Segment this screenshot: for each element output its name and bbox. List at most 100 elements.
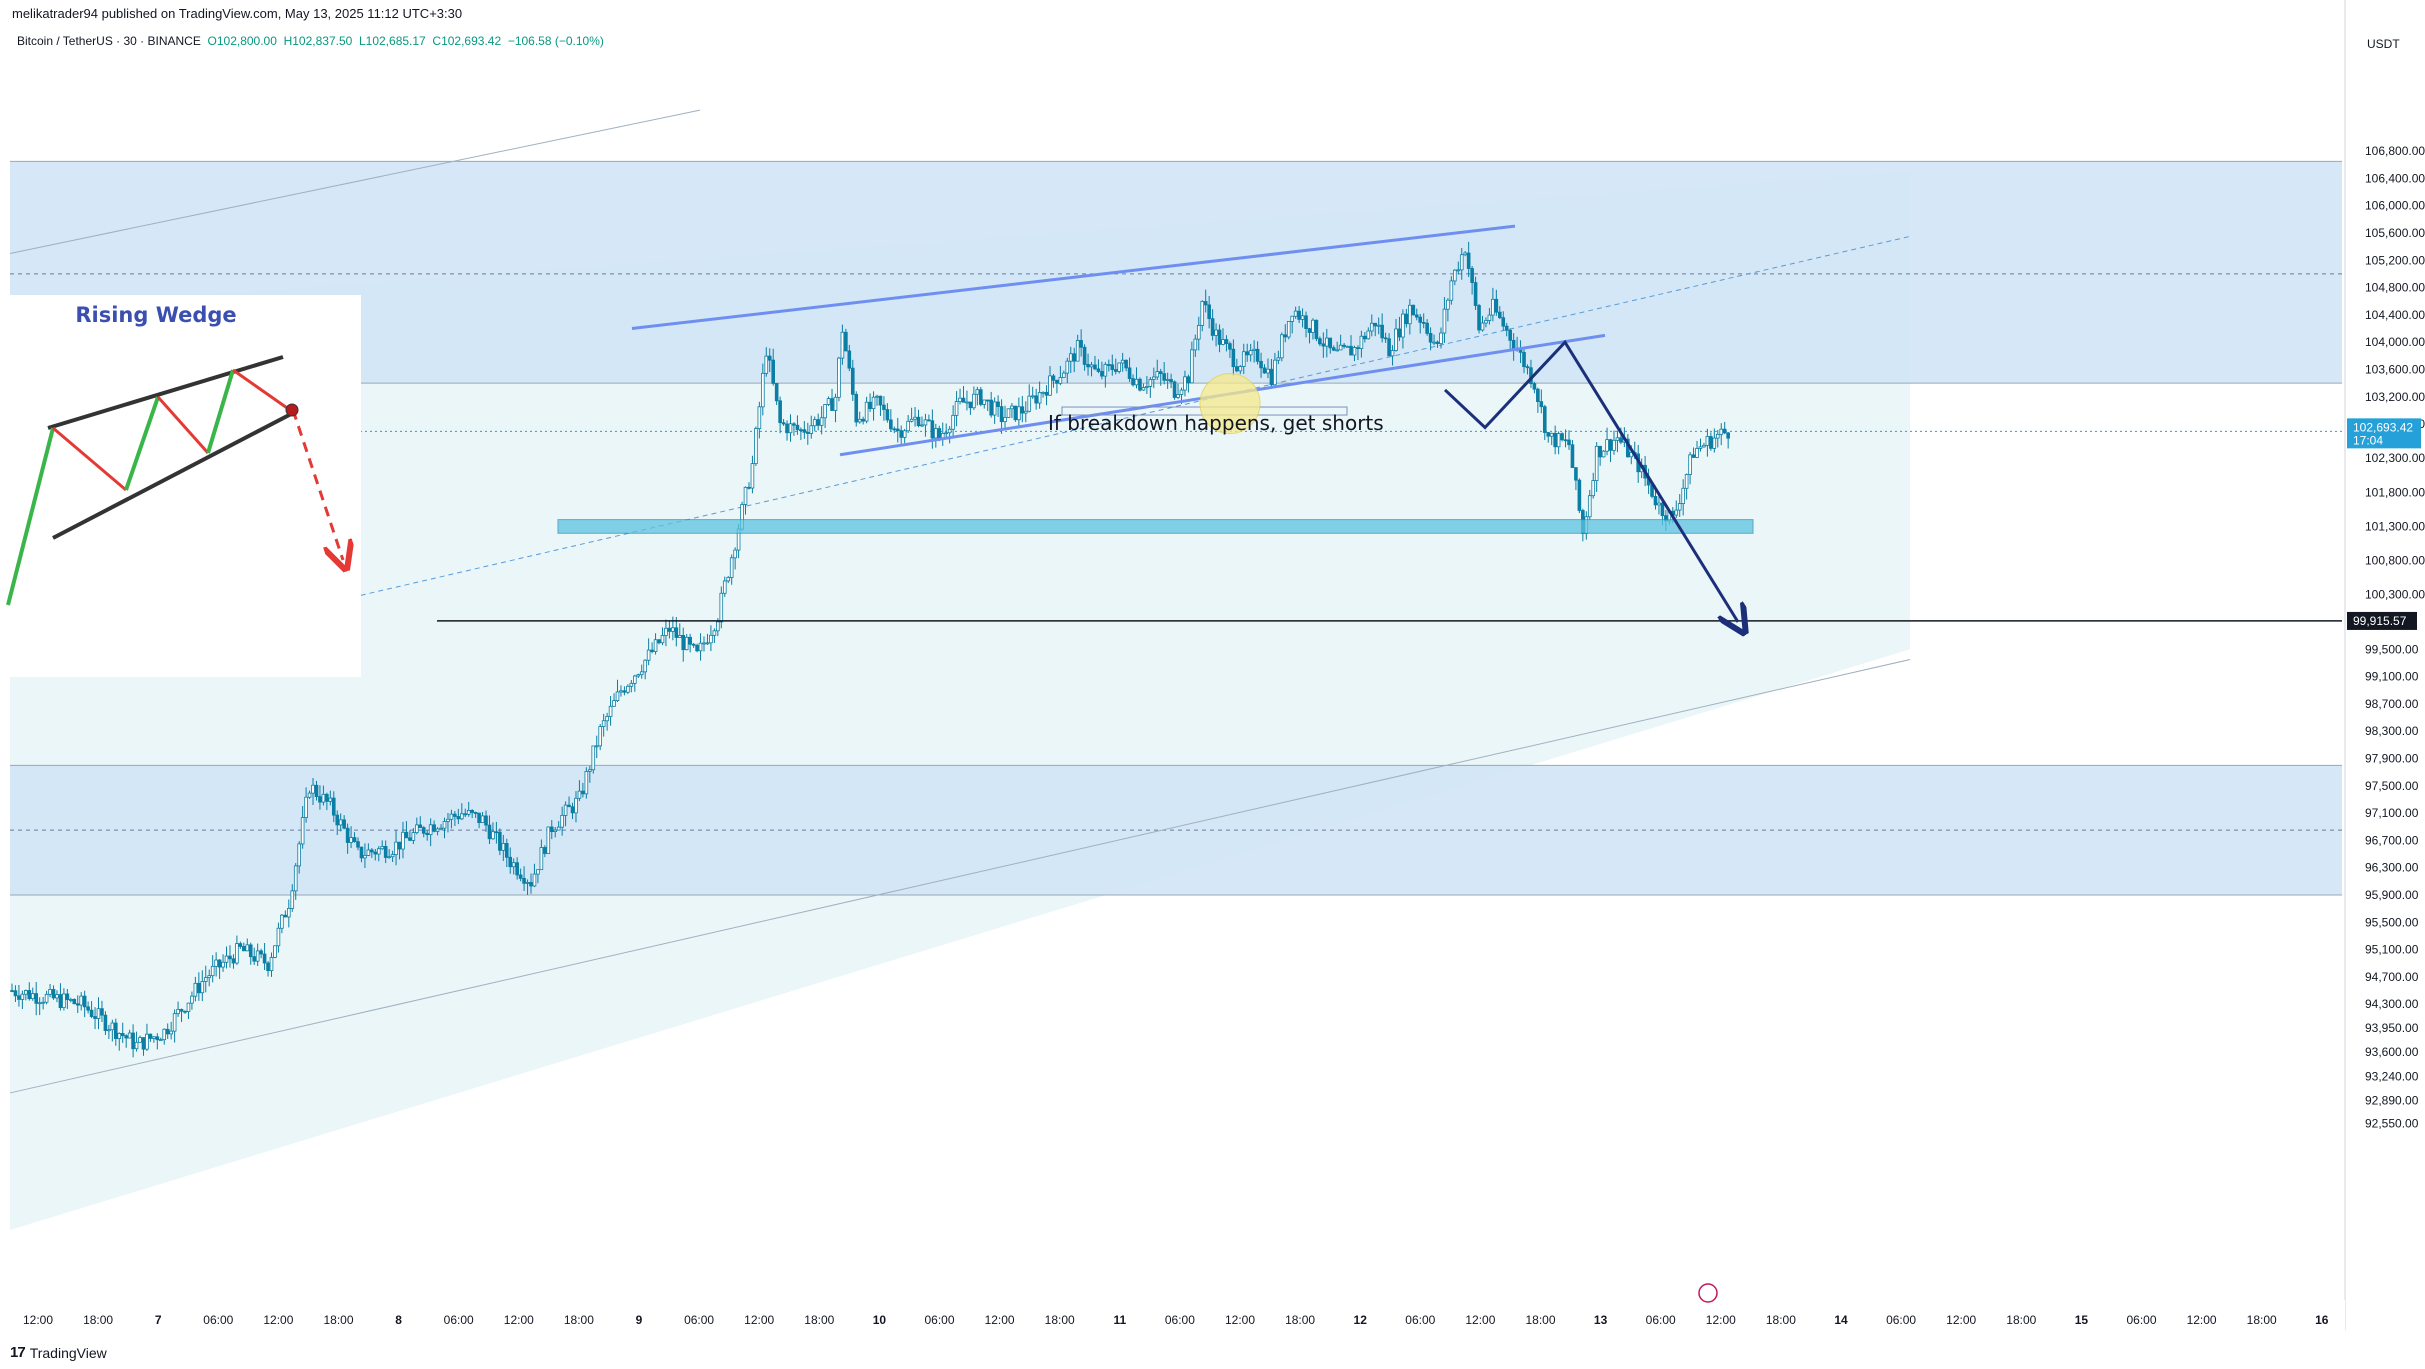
target-level-badge	[2347, 611, 2417, 630]
candle-body	[221, 961, 225, 968]
candle-body	[1048, 375, 1052, 396]
time-tick-label: 18:00	[2006, 1313, 2036, 1327]
price-tick-label: 96,700.00	[2365, 833, 2419, 847]
candle-body	[830, 398, 834, 411]
time-axis[interactable]: 12:00 18:00 7 06:00 12:00 18:00 8 06:00 12:00 18:…	[0, 1283, 2345, 1330]
candle-body	[421, 827, 426, 834]
candle-body	[747, 486, 751, 489]
candle-body	[979, 389, 983, 405]
symbol-name[interactable]: Bitcoin / TetherUS · 30 · BINANCE	[17, 34, 201, 48]
candle-body	[262, 953, 267, 964]
candle-body	[958, 397, 962, 402]
candle-body	[1705, 436, 1710, 446]
price-tick-label: 99,100.00	[2365, 670, 2419, 684]
candle-body	[1262, 367, 1267, 374]
price-tick-label: 95,100.00	[2365, 943, 2419, 957]
candle-body	[286, 908, 291, 918]
candle-body	[1023, 410, 1028, 414]
candle-body	[387, 856, 391, 859]
candle-body	[342, 819, 346, 829]
candle-body	[1536, 388, 1540, 403]
candle-body	[152, 1036, 156, 1039]
candle-body	[951, 414, 955, 430]
candle-body	[1297, 310, 1301, 320]
candle-body	[722, 580, 727, 594]
candle-body	[664, 627, 668, 636]
candle-body	[563, 804, 568, 816]
time-tick-label: 9	[636, 1313, 643, 1327]
time-tick-label: 7	[155, 1313, 162, 1327]
candle-body	[349, 837, 353, 843]
candle-body	[778, 400, 782, 424]
candle-body	[792, 423, 796, 426]
candle-body	[1172, 381, 1177, 398]
candle-body	[934, 428, 938, 439]
candle-body	[248, 944, 253, 958]
candle-body	[653, 639, 658, 652]
candle-body	[767, 355, 772, 361]
candle-body	[366, 849, 371, 856]
candle-body	[1138, 378, 1142, 391]
candle-body	[1549, 432, 1554, 437]
candle-body	[650, 649, 654, 652]
candle-body	[702, 642, 706, 645]
candle-body	[525, 882, 530, 884]
candle-body	[1449, 280, 1454, 301]
candle-body	[1124, 359, 1128, 369]
symbol-legend[interactable]: Bitcoin / TetherUS · 30 · BINANCE O102,8…	[17, 34, 604, 48]
candle-body	[404, 831, 409, 839]
channel-fill	[10, 171, 1910, 1230]
candle-body	[124, 1035, 128, 1039]
candle-body	[65, 993, 70, 1001]
candle-body	[1491, 298, 1495, 316]
time-tick-label: 06:00	[2126, 1313, 2156, 1327]
candle-body	[1563, 439, 1568, 442]
candle-body	[114, 1022, 118, 1039]
candle-body	[255, 950, 260, 962]
candle-body	[819, 417, 824, 426]
candle-body	[996, 401, 1000, 407]
open-value: O102,800.00	[207, 34, 277, 48]
candle-body	[401, 831, 405, 850]
candle-body	[1570, 444, 1575, 468]
candle-body	[1532, 383, 1537, 390]
candle-body	[245, 944, 250, 952]
candle-body	[17, 995, 21, 1000]
candle-body	[1203, 301, 1208, 306]
candle-body	[252, 956, 257, 962]
candle-body	[1480, 322, 1485, 331]
candle-body	[331, 797, 336, 816]
candle-body	[363, 855, 367, 859]
price-tick-label: 106,400.00	[2365, 171, 2425, 185]
candle-body	[785, 423, 789, 434]
candle-body	[643, 659, 647, 673]
candle-body	[103, 1014, 108, 1031]
candle-body	[1494, 298, 1499, 313]
candle-body	[1342, 344, 1346, 347]
candle-body	[1051, 375, 1056, 381]
candle-body	[1404, 313, 1409, 325]
price-axis[interactable]: USDT 106,800.00 106,400.00 106,000.00 105,60…	[2344, 0, 2425, 1330]
candle-body	[961, 397, 966, 403]
candle-body	[1511, 339, 1516, 350]
candle-body	[809, 425, 814, 434]
candle-body	[1709, 436, 1713, 449]
inset-lower-line	[52, 411, 294, 540]
candle-body	[1363, 335, 1367, 340]
candle-body	[72, 999, 77, 1005]
candle-body	[117, 1032, 122, 1039]
candle-body	[55, 994, 59, 999]
brand-name: TradingView	[29, 1344, 107, 1361]
time-tick-label: 12:00	[1946, 1313, 1976, 1327]
time-axis-bg	[0, 1300, 2345, 1330]
footer-brand[interactable]: 17 TradingView	[10, 1344, 107, 1361]
candle-body	[172, 1013, 177, 1032]
candle-body	[1044, 391, 1049, 396]
candle-body	[639, 671, 644, 676]
candle-body	[826, 398, 831, 405]
candle-body	[591, 745, 596, 771]
candle-body	[1273, 359, 1277, 386]
candle-body	[757, 406, 762, 429]
channel-lower-line	[9, 659, 1911, 1094]
